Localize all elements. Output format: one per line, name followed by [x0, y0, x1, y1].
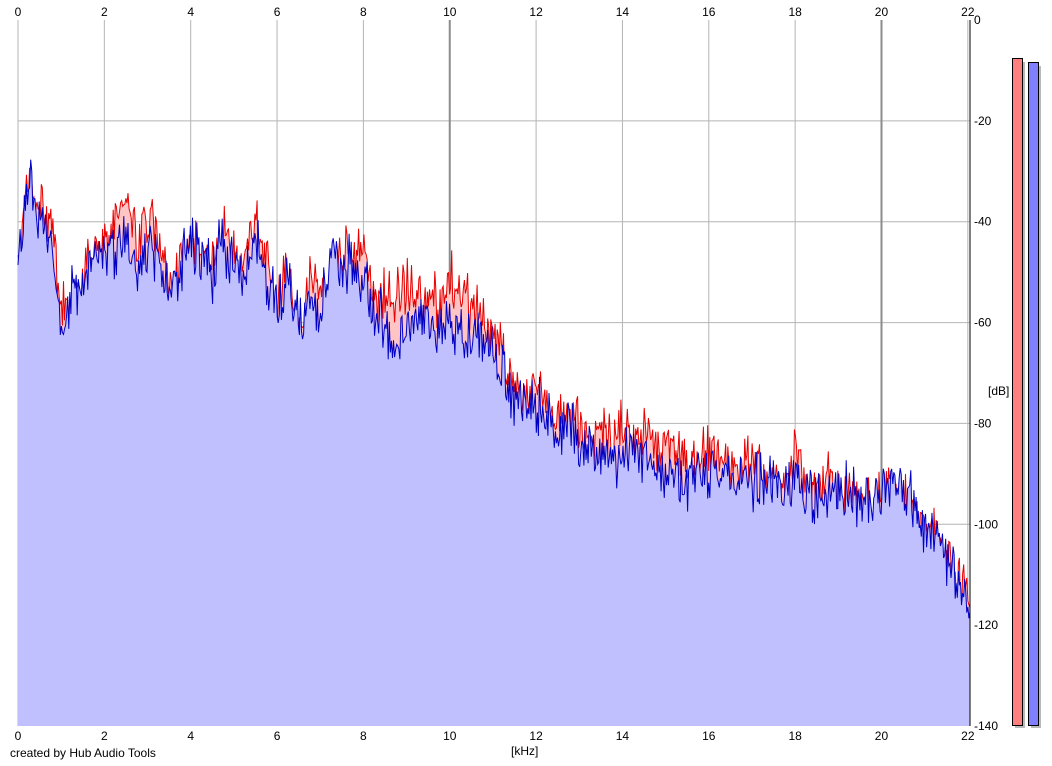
x-tick-top-6: 6: [274, 5, 281, 19]
right-channel-level-meter: [1028, 62, 1039, 726]
y-tick-5: -100: [974, 517, 998, 531]
y-tick-6: -120: [974, 618, 998, 632]
x-tick-top-2: 2: [101, 5, 108, 19]
y-axis-unit-label: [dB]: [988, 384, 1010, 398]
y-tick-3: -60: [974, 316, 992, 330]
x-tick-bottom-20: 20: [875, 729, 889, 743]
x-tick-bottom-22: 22: [961, 729, 975, 743]
x-tick-top-12: 12: [529, 5, 543, 19]
x-tick-bottom-16: 16: [702, 729, 716, 743]
series-1-line: [17, 159, 971, 619]
x-tick-top-8: 8: [360, 5, 367, 19]
y-tick-2: -40: [974, 215, 992, 229]
series-1-area: [18, 159, 970, 726]
x-tick-top-14: 14: [616, 5, 630, 19]
x-tick-bottom-14: 14: [616, 729, 630, 743]
x-tick-top-10: 10: [443, 5, 457, 19]
x-tick-bottom-18: 18: [788, 729, 802, 743]
x-tick-bottom-8: 8: [360, 729, 367, 743]
series-layer: [17, 159, 971, 727]
x-tick-bottom-6: 6: [274, 729, 281, 743]
x-tick-bottom-0: 0: [15, 729, 22, 743]
x-tick-bottom-12: 12: [529, 729, 543, 743]
x-tick-top-22: 22: [961, 5, 975, 19]
x-tick-top-16: 16: [702, 5, 716, 19]
y-tick-7: -140: [974, 719, 998, 733]
tick-labels: 002244668810101212141416161818202022220-…: [15, 5, 999, 743]
x-tick-bottom-2: 2: [101, 729, 108, 743]
left-channel-level-meter: [1012, 58, 1023, 726]
x-tick-top-18: 18: [788, 5, 802, 19]
x-tick-top-20: 20: [875, 5, 889, 19]
y-tick-1: -20: [974, 114, 992, 128]
x-tick-top-4: 4: [187, 5, 194, 19]
x-tick-top-0: 0: [15, 5, 22, 19]
x-tick-bottom-10: 10: [443, 729, 457, 743]
y-tick-0: 0: [974, 13, 981, 27]
x-tick-bottom-4: 4: [187, 729, 194, 743]
credit-text: created by Hub Audio Tools: [10, 746, 156, 760]
y-tick-4: -80: [974, 416, 992, 430]
x-axis-unit-label: [kHz]: [511, 744, 539, 758]
